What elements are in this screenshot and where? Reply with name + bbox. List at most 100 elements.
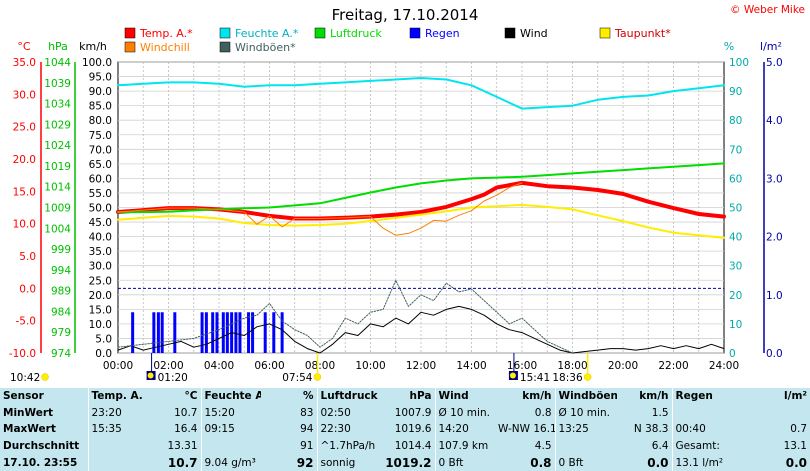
axis-label-rain: l/m² (760, 40, 782, 53)
stats-cell: 4.5 (495, 438, 555, 455)
stats-cell: sonnig (316, 454, 379, 471)
series-line-taupunkt (117, 203, 725, 239)
stats-cell: Gesamt: (671, 437, 752, 455)
y-tick-label-percent: 60 (729, 173, 742, 185)
y-tick-label-rain: 4.0 (766, 115, 783, 127)
stats-cell-current: 0.0 (617, 454, 672, 471)
legend-swatch (599, 27, 611, 39)
stats-row-avg: Durchschnitt 13.31 91 ^1.7hPa/h 1014.4 1… (0, 437, 810, 455)
stats-table: Sensor Temp. A. °C Feuchte A. % Luftdruc… (0, 388, 810, 471)
stats-cell (87, 454, 146, 471)
series-line-windchill (117, 182, 523, 236)
rain-bar (238, 312, 242, 353)
x-tick-label: 00:00 (103, 360, 133, 372)
time-marker-label: 01:20 (158, 372, 188, 383)
y-tick-label-kmh: 95.0 (89, 72, 112, 84)
y-tick-label-celsius: 20.0 (13, 154, 36, 166)
stats-cell: Ø 10 min. (434, 404, 495, 422)
stats-gust-desc: 0 Bft (558, 456, 584, 469)
x-tick-label: 20:00 (608, 360, 638, 372)
y-tick-label-kmh: 85.0 (89, 101, 112, 113)
y-tick-label-rain: 0.0 (766, 348, 783, 360)
stats-cell: 94 (300, 423, 314, 436)
legend-label: Luftdruck (330, 27, 382, 40)
y-tick-label-celsius: 30.0 (13, 89, 36, 101)
x-tick-label: 06:00 (254, 360, 284, 372)
series-line-windben (117, 279, 573, 354)
y-tick-label-celsius: 0.0 (19, 283, 36, 295)
rain-bar (160, 312, 164, 353)
stats-header: Windböen (554, 388, 617, 405)
y-tick-label-kmh: 25.0 (89, 275, 112, 287)
stats-panel: Sensor Temp. A. °C Feuchte A. % Luftdruc… (0, 388, 810, 471)
stats-cell: 13.1 (783, 440, 807, 453)
x-tick-label: 22:00 (658, 360, 688, 372)
y-tick-label-percent: 10 (729, 319, 742, 331)
time-markers: 10:42 01:20 07:54 15:41 18:36 (10, 353, 592, 383)
legend-label: Temp. A.* (139, 27, 193, 40)
rain-bar (200, 312, 204, 353)
y-tick-label-celsius: 35.0 (13, 57, 36, 69)
rain-bar (280, 312, 284, 353)
stats-cell-current: 10.7 (167, 455, 198, 470)
legend-label: Feuchte A.* (235, 27, 299, 40)
sun-icon (583, 373, 592, 381)
series-line-feuchtea (117, 77, 725, 110)
stats-cell: 15:20 (200, 404, 261, 422)
stats-cell: 6.4 (617, 438, 672, 455)
stats-cell: 13:25 (554, 421, 617, 438)
y-tick-label-rain: 2.0 (766, 232, 783, 244)
stats-gust-desc: Ø 10 min. (558, 406, 610, 419)
y-tick-label-kmh: 60.0 (89, 173, 112, 185)
y-tick-label-rain: 3.0 (766, 173, 783, 185)
stats-cell (554, 437, 617, 455)
stats-wind-val: 0.8 (530, 455, 552, 470)
stats-wind-desc: 0 Bft (438, 456, 464, 469)
axis-label-percent: % (724, 40, 734, 53)
stats-row-label: 17.10. 23:55 (3, 456, 78, 469)
y-tick-label-percent: 20 (729, 290, 742, 302)
stats-header: Sensor (3, 390, 44, 403)
copyright-text[interactable]: © Weber Mike (730, 4, 805, 16)
stats-cell-current: 1019.2 (385, 455, 432, 470)
stats-cell: 1.5 (617, 405, 672, 422)
stats-cell: 15:35 (87, 421, 146, 438)
y-tick-label-hpa: 974 (51, 348, 71, 360)
stats-row-min: MinWert 23:20 10.7 15:20 83 02:50 1007.9… (0, 404, 810, 422)
y-tick-label-percent: 90 (729, 86, 742, 98)
legend-swatch (124, 41, 136, 53)
rain-bar (152, 312, 156, 353)
stats-header: Temp. A. (87, 388, 146, 405)
stats-gust-val: 38.3 (645, 423, 669, 436)
legend-label: Taupunkt* (614, 27, 671, 40)
rain-bar (211, 312, 215, 353)
series-line-wind (117, 305, 725, 354)
y-tick-label-rain: 5.0 (766, 57, 783, 69)
rain-bar (131, 312, 135, 353)
stats-row-current: 17.10. 23:55 10.7 9.04 g/m³ 92 sonnig 10… (0, 454, 810, 471)
y-tick-label-celsius: 5.0 (19, 251, 36, 263)
y-tick-label-kmh: 90.0 (89, 86, 112, 98)
rain-bar (221, 312, 225, 353)
rain-bar (173, 312, 177, 353)
x-tick-label: 16:00 (507, 360, 537, 372)
time-marker-label: 07:54 (282, 372, 313, 383)
stats-row-max: MaxWert 15:35 16.4 09:15 94 22:30 1019.6… (0, 421, 810, 438)
stats-cell: 14:20 (434, 421, 495, 438)
stats-wind-val: 0.8 (534, 406, 552, 419)
legend-swatch (219, 27, 231, 39)
stats-cell: 1007.9 (394, 406, 432, 419)
stats-header-unit: % (302, 390, 314, 403)
stats-header: Feuchte A. (200, 388, 261, 405)
axis-label-hpa: hPa (48, 40, 68, 53)
x-tick-label: 18:00 (557, 360, 587, 372)
rain-bar (251, 312, 255, 353)
stats-cell: Ø 10 min. (554, 404, 617, 422)
y-tick-label-hpa: 1024 (44, 140, 71, 152)
stats-row-label: MinWert (3, 406, 54, 419)
stats-cell: 0 Bft (554, 454, 617, 471)
stats-gust-dir: N (633, 423, 642, 436)
y-tick-label-kmh: 80.0 (89, 115, 112, 127)
stats-header: Luftdruck (316, 388, 379, 405)
stats-cell: W-NW 16.1 (495, 421, 555, 438)
